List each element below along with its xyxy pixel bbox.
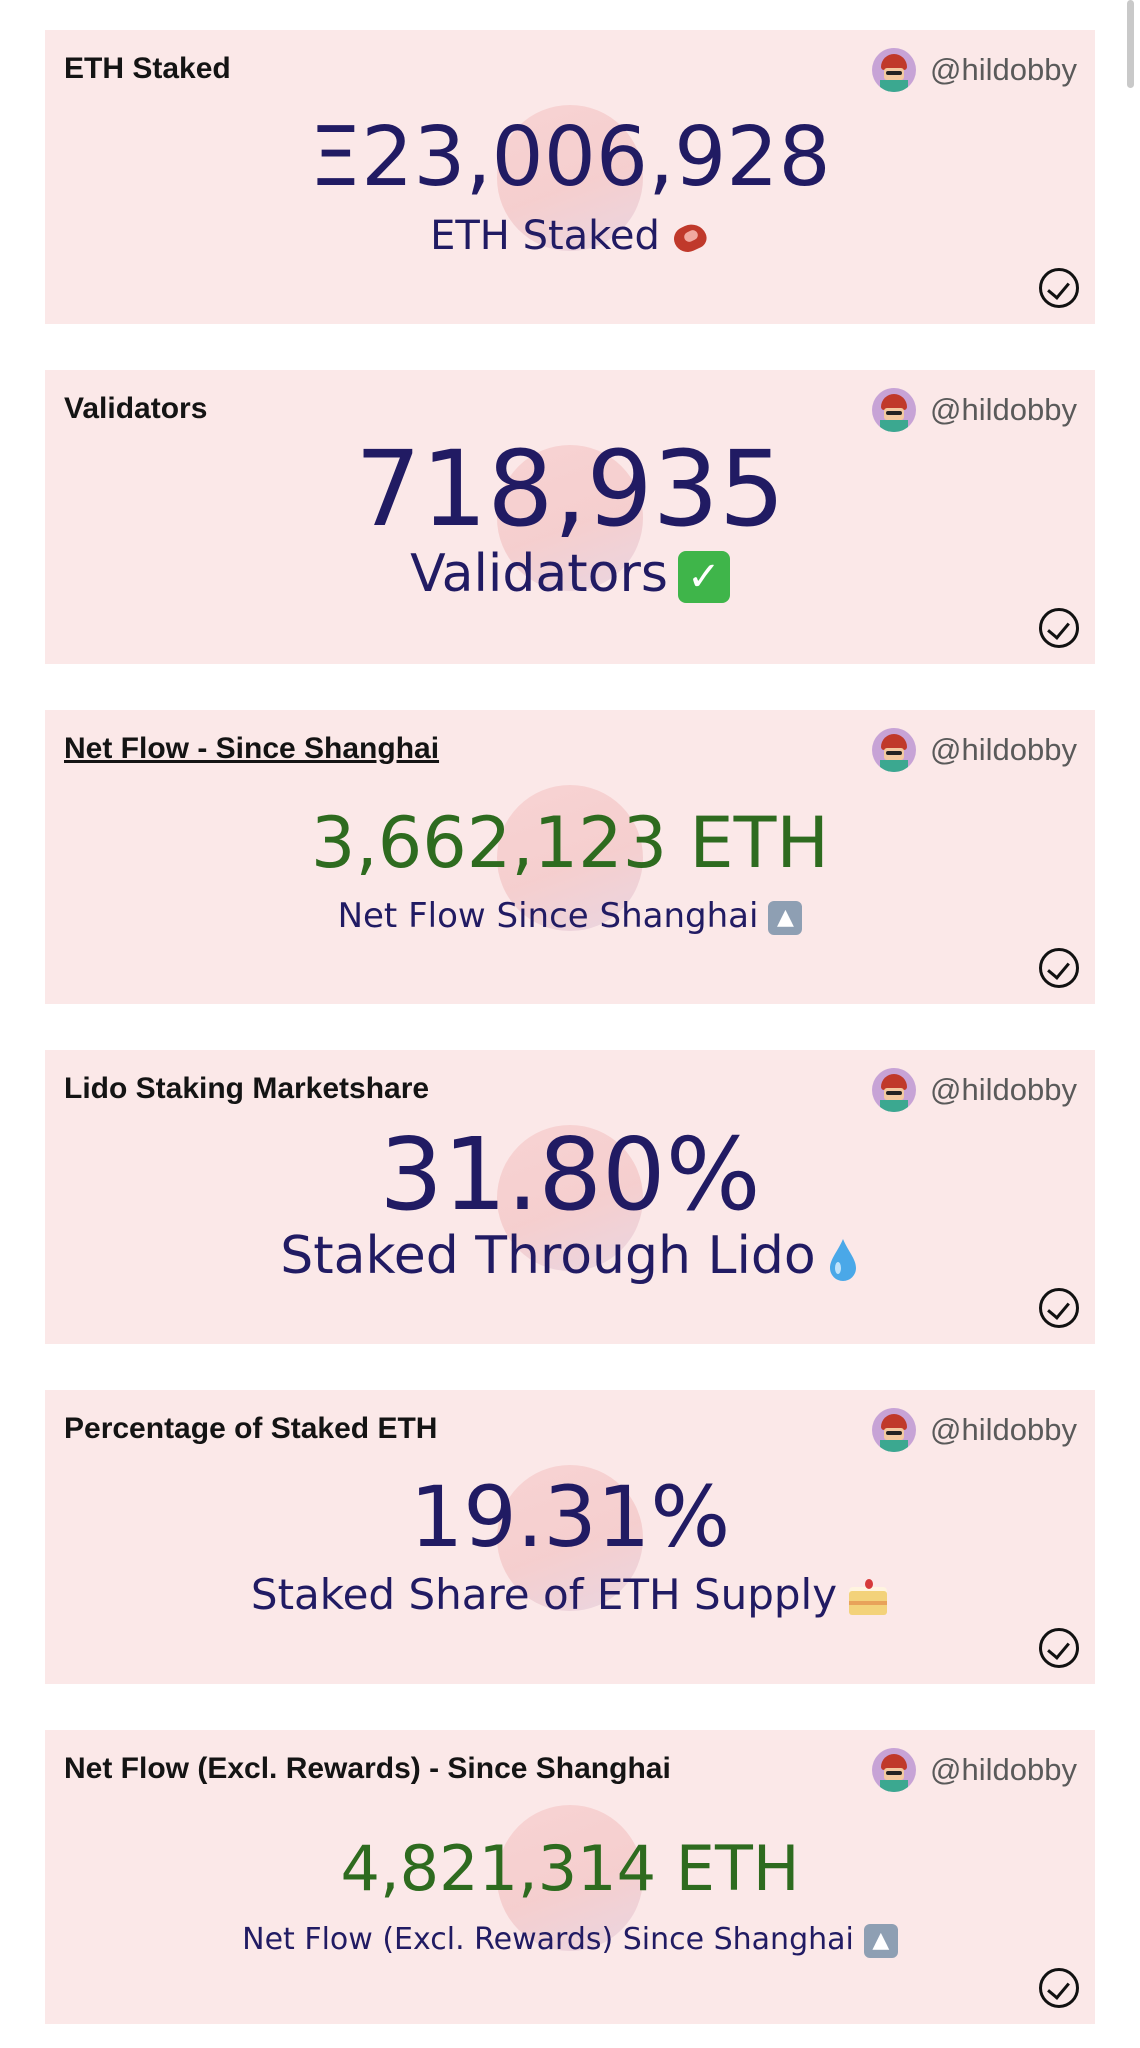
card-validators: Validators @hildobby 718,935 Validators ✓ (45, 370, 1095, 664)
cake-icon (847, 1578, 889, 1617)
author-byline[interactable]: @hildobby (872, 48, 1077, 92)
up-arrow-icon: ▲ (768, 900, 803, 935)
card-title[interactable]: Net Flow (Excl. Rewards) - Since Shangha… (64, 1752, 671, 1785)
watermark-logo-icon (497, 105, 643, 251)
author-handle[interactable]: @hildobby (930, 392, 1077, 427)
metric-subtitle-text: Net Flow Since Shanghai (337, 896, 759, 936)
card-lido-marketshare: Lido Staking Marketshare @hildobby 31.80… (45, 1050, 1095, 1344)
metric-subtitle: Net Flow Since Shanghai ▲ (45, 896, 1095, 936)
avatar (872, 1408, 917, 1452)
author-byline[interactable]: @hildobby (872, 1748, 1077, 1792)
card-title[interactable]: Validators (64, 392, 208, 425)
metric-value: 19.31% (409, 1468, 731, 1566)
watermark-logo-icon (497, 1125, 643, 1271)
check-circle-icon[interactable] (1039, 608, 1079, 648)
card-title-link[interactable]: Net Flow - Since Shanghai (64, 732, 440, 765)
author-byline[interactable]: @hildobby (872, 388, 1077, 432)
metric-subtitle: Staked Through Lido (45, 1226, 1095, 1286)
avatar (872, 728, 917, 772)
card-percentage-staked: Percentage of Staked ETH @hildobby 19.31… (45, 1390, 1095, 1684)
card-net-flow: Net Flow - Since Shanghai @hildobby 3,66… (45, 710, 1095, 1004)
author-handle[interactable]: @hildobby (930, 732, 1077, 767)
check-circle-icon[interactable] (1039, 1968, 1079, 2008)
avatar (872, 388, 917, 432)
metric-subtitle-text: ETH Staked (430, 213, 660, 259)
metric-value: 3,662,123 ETH (310, 802, 830, 884)
avatar (872, 1068, 917, 1112)
metric-value: 31.80% (379, 1116, 761, 1233)
card-title[interactable]: Percentage of Staked ETH (64, 1412, 438, 1445)
author-handle[interactable]: @hildobby (930, 1412, 1077, 1447)
metric-subtitle-text: Staked Through Lido (280, 1226, 816, 1286)
author-byline[interactable]: @hildobby (872, 1408, 1077, 1452)
up-arrow-icon: ▲ (863, 1923, 898, 1958)
watermark-logo-icon (497, 445, 643, 591)
metric-subtitle: ETH Staked (45, 213, 1095, 259)
metric-subtitle: Net Flow (Excl. Rewards) Since Shanghai ▲ (45, 1922, 1095, 1958)
meat-icon (669, 219, 710, 257)
card-net-flow-excl-rewards: Net Flow (Excl. Rewards) - Since Shangha… (45, 1730, 1095, 2024)
metric-value: 4,821,314 ETH (340, 1832, 800, 1905)
check-circle-icon[interactable] (1039, 948, 1079, 988)
avatar (872, 48, 917, 92)
watermark-logo-icon (497, 1805, 643, 1951)
metric-value: 718,935 (354, 428, 786, 550)
check-circle-icon[interactable] (1039, 1628, 1079, 1668)
author-byline[interactable]: @hildobby (872, 1068, 1077, 1112)
metric-value: Ξ23,006,928 (309, 110, 831, 205)
droplet-icon (826, 1236, 860, 1282)
check-circle-icon[interactable] (1039, 1288, 1079, 1328)
author-handle[interactable]: @hildobby (930, 52, 1077, 87)
author-handle[interactable]: @hildobby (930, 1752, 1077, 1787)
card-eth-staked: ETH Staked @hildobby Ξ23,006,928 ETH Sta… (45, 30, 1095, 324)
check-mark-button-icon: ✓ (677, 551, 730, 603)
watermark-logo-icon (497, 1465, 643, 1611)
avatar (872, 1748, 917, 1792)
metric-subtitle-text: Net Flow (Excl. Rewards) Since Shanghai (242, 1922, 854, 1957)
author-byline[interactable]: @hildobby (872, 728, 1077, 772)
author-handle[interactable]: @hildobby (930, 1072, 1077, 1107)
watermark-logo-icon (497, 785, 643, 931)
metric-subtitle: Validators ✓ (45, 544, 1095, 604)
check-circle-icon[interactable] (1039, 268, 1079, 308)
card-title[interactable]: ETH Staked (64, 52, 231, 85)
metric-subtitle: Staked Share of ETH Supply (45, 1570, 1095, 1619)
scrollbar-thumb[interactable] (1127, 0, 1134, 88)
metric-subtitle-text: Validators (410, 544, 668, 604)
metric-subtitle-text: Staked Share of ETH Supply (250, 1570, 838, 1619)
card-title[interactable]: Lido Staking Marketshare (64, 1072, 430, 1105)
